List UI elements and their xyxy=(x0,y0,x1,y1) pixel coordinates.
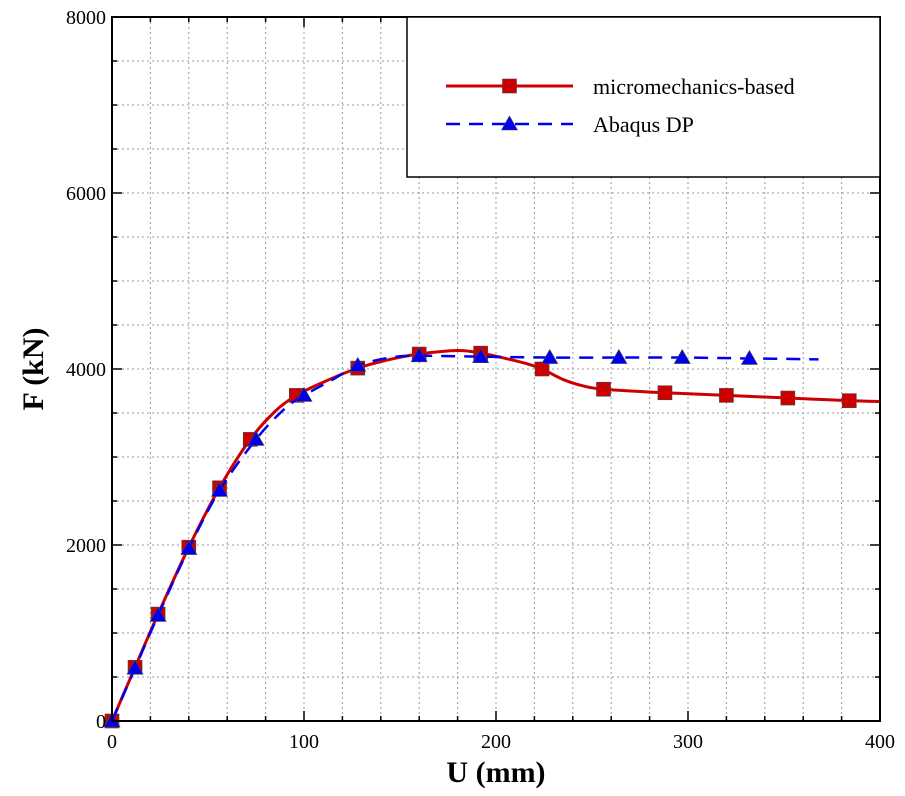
data-point-abaqus-dp xyxy=(149,606,167,622)
data-point-abaqus-dp xyxy=(349,356,367,372)
data-point-abaqus-dp xyxy=(295,386,313,402)
legend-marker-abaqus-dp xyxy=(500,115,519,131)
data-point-abaqus-dp xyxy=(211,481,229,497)
series-micromechanics-based xyxy=(104,345,881,729)
data-point-micromechanics-based xyxy=(596,381,611,397)
data-point-abaqus-dp xyxy=(610,348,628,364)
data-point-micromechanics-based xyxy=(719,388,734,403)
legend-label-abaqus-dp: Abaqus DP xyxy=(593,112,694,137)
y-tick-label: 4000 xyxy=(66,359,106,381)
data-point-micromechanics-based xyxy=(841,393,857,408)
y-axis-title: F (kN) xyxy=(17,327,50,410)
data-point-abaqus-dp xyxy=(472,348,490,363)
x-tick-label: 400 xyxy=(865,731,895,753)
y-tick-label: 0 xyxy=(96,711,106,733)
data-point-micromechanics-based xyxy=(780,390,796,406)
data-point-abaqus-dp xyxy=(541,348,559,364)
x-tick-label: 200 xyxy=(481,731,511,753)
x-tick-label: 100 xyxy=(289,731,319,753)
data-point-abaqus-dp xyxy=(740,349,758,365)
x-axis-title: U (mm) xyxy=(446,756,545,789)
data-point-micromechanics-based xyxy=(657,385,673,401)
y-tick-label: 8000 xyxy=(66,7,106,29)
x-tick-label: 300 xyxy=(673,731,703,753)
series-line-abaqus-dp xyxy=(110,354,819,722)
data-point-abaqus-dp xyxy=(126,659,144,675)
data-point-abaqus-dp xyxy=(247,430,265,446)
y-tick-label: 2000 xyxy=(66,535,106,557)
legend-box xyxy=(406,16,881,178)
series-abaqus-dp xyxy=(103,347,819,728)
x-tick-label: 0 xyxy=(107,731,117,753)
legend-label-micromechanics: micromechanics-based xyxy=(593,74,795,99)
legend: micromechanics-based Abaqus DP xyxy=(406,16,881,178)
legend-marker-micromechanics xyxy=(502,78,517,94)
legend-marker-shape xyxy=(502,78,517,94)
data-point-abaqus-dp xyxy=(180,539,198,555)
y-tick-label: 6000 xyxy=(66,183,106,205)
data-point-abaqus-dp xyxy=(673,348,691,364)
data-point-abaqus-dp xyxy=(410,347,428,363)
series-line-micromechanics-based xyxy=(110,349,881,722)
series-layer xyxy=(103,345,881,729)
legend-marker-shape xyxy=(500,115,519,131)
data-point-micromechanics-based xyxy=(534,361,550,377)
